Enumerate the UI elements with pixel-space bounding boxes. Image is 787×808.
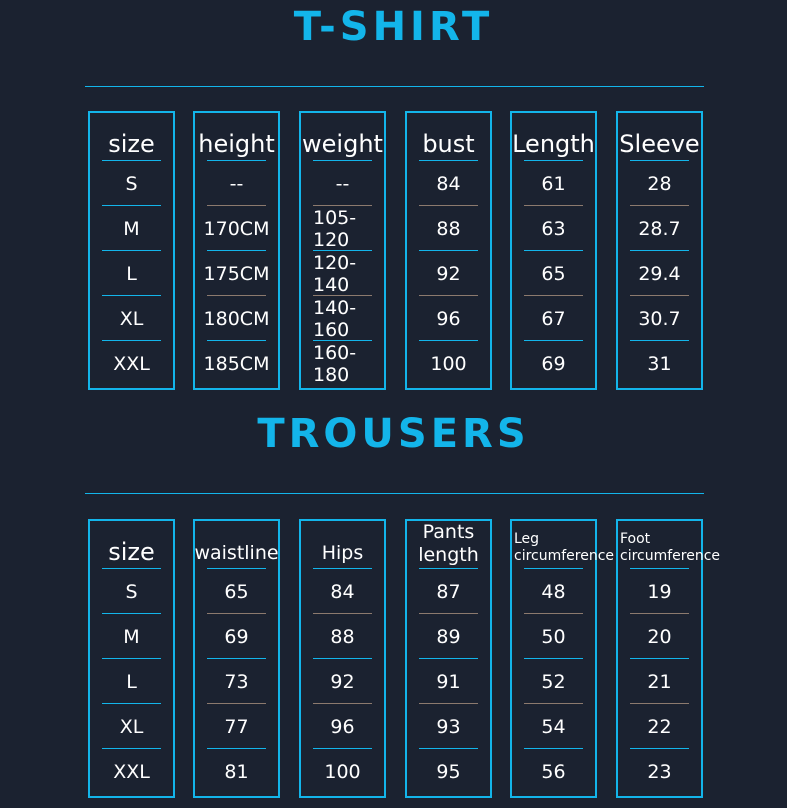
table-cell: 50 xyxy=(524,613,583,659)
column-header: weight xyxy=(302,130,383,158)
column-header: Length xyxy=(512,130,595,158)
table-cell: 81 xyxy=(207,748,266,794)
column-header: size xyxy=(108,130,155,158)
table-cell: 92 xyxy=(313,658,372,704)
table-cell: 73 xyxy=(207,658,266,704)
table-cell: 105-120 xyxy=(313,205,372,251)
table-cell: 31 xyxy=(630,340,689,386)
column-header: Pants length xyxy=(418,521,479,566)
table-cell: S xyxy=(102,160,161,206)
table-cell: 61 xyxy=(524,160,583,206)
table-cell: XL xyxy=(102,295,161,341)
table-cell: 180CM xyxy=(204,295,269,341)
trousers-column: Hips 84 88 92 96 100 xyxy=(299,519,386,798)
table-cell: 87 xyxy=(419,568,478,614)
tshirt-column: weight -- 105-120 120-140 140-160 160-180 xyxy=(299,111,386,390)
tshirt-title: T-SHIRT xyxy=(293,4,494,50)
table-cell: L xyxy=(102,658,161,704)
table-cell: XL xyxy=(102,703,161,749)
table-cell: 88 xyxy=(313,613,372,659)
column-header: Foot circumference xyxy=(620,531,721,564)
table-cell: XXL xyxy=(102,340,161,386)
table-cell: 69 xyxy=(207,613,266,659)
table-cell: 29.4 xyxy=(630,250,689,296)
table-cell: 54 xyxy=(524,703,583,749)
table-cell: 96 xyxy=(419,295,478,341)
table-cell: M xyxy=(102,205,161,251)
table-cell: 63 xyxy=(524,205,583,251)
trousers-column: Foot circumference 19 20 21 22 23 xyxy=(616,519,720,798)
table-cell: 56 xyxy=(524,748,583,794)
table-cell: 65 xyxy=(524,250,583,296)
divider xyxy=(85,493,704,494)
table-cell: -- xyxy=(207,160,266,206)
table-cell: S xyxy=(102,568,161,614)
column-header: Hips xyxy=(321,542,364,564)
column-header: Leg circumference xyxy=(514,531,615,564)
tshirt-column: Sleeve 28 28.7 29.4 30.7 31 xyxy=(616,111,703,390)
table-cell: 93 xyxy=(419,703,478,749)
tshirt-column: bust 84 88 92 96 100 xyxy=(405,111,492,390)
table-cell: 160-180 xyxy=(313,340,372,386)
table-cell: 69 xyxy=(524,340,583,386)
divider xyxy=(85,86,704,87)
table-cell: 88 xyxy=(419,205,478,251)
trousers-column: size S M L XL XXL xyxy=(88,519,175,798)
table-cell: 52 xyxy=(524,658,583,704)
column-header: bust xyxy=(422,130,475,158)
table-cell: 67 xyxy=(524,295,583,341)
column-header: Sleeve xyxy=(619,130,700,158)
table-cell: 120-140 xyxy=(313,250,372,296)
table-cell: 95 xyxy=(419,748,478,794)
tshirt-column: Length 61 63 65 67 69 xyxy=(510,111,597,390)
table-cell: 28.7 xyxy=(630,205,689,251)
table-cell: 89 xyxy=(419,613,478,659)
table-cell: 140-160 xyxy=(313,295,372,341)
table-cell: 100 xyxy=(419,340,478,386)
table-cell: 30.7 xyxy=(630,295,689,341)
table-cell: 21 xyxy=(630,658,689,704)
table-cell: 96 xyxy=(313,703,372,749)
trousers-title: TROUSERS xyxy=(257,411,530,457)
table-cell: 65 xyxy=(207,568,266,614)
table-cell: 28 xyxy=(630,160,689,206)
table-cell: 77 xyxy=(207,703,266,749)
table-cell: 92 xyxy=(419,250,478,296)
column-header: waistline xyxy=(194,542,279,564)
table-cell: 100 xyxy=(313,748,372,794)
trousers-column: Pants length 87 89 91 93 95 xyxy=(405,519,492,798)
table-cell: 19 xyxy=(630,568,689,614)
table-cell: 22 xyxy=(630,703,689,749)
table-cell: 20 xyxy=(630,613,689,659)
table-cell: 91 xyxy=(419,658,478,704)
table-cell: 185CM xyxy=(204,340,269,386)
table-cell: 84 xyxy=(313,568,372,614)
table-cell: XXL xyxy=(102,748,161,794)
table-cell: 170CM xyxy=(204,205,269,251)
table-cell: 23 xyxy=(630,748,689,794)
table-cell: M xyxy=(102,613,161,659)
column-header: height xyxy=(198,130,275,158)
table-cell: L xyxy=(102,250,161,296)
table-cell: 175CM xyxy=(204,250,269,296)
table-cell: -- xyxy=(313,160,372,206)
trousers-column: Leg circumference 48 50 52 54 56 xyxy=(510,519,614,798)
table-cell: 48 xyxy=(524,568,583,614)
tshirt-column: size S M L XL XXL xyxy=(88,111,175,390)
tshirt-column: height -- 170CM 175CM 180CM 185CM xyxy=(193,111,280,390)
trousers-column: waistline 65 69 73 77 81 xyxy=(193,519,280,798)
table-cell: 84 xyxy=(419,160,478,206)
column-header: size xyxy=(108,538,155,566)
